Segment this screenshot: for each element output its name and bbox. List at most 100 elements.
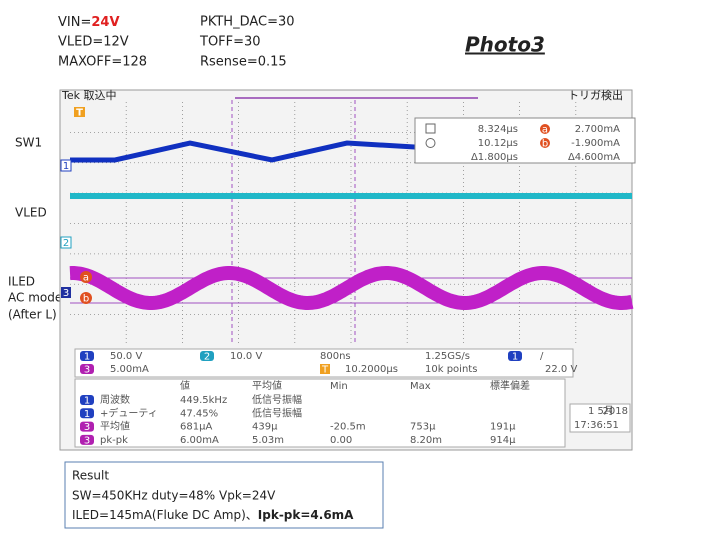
- ch-badge: [80, 408, 94, 419]
- photo-title: Photo3: [465, 33, 545, 57]
- ch-badge: [200, 351, 214, 361]
- timebase: 800ns: [320, 351, 351, 362]
- table-cell: 3: [84, 435, 90, 446]
- table-cell: 5.03m: [252, 435, 284, 446]
- cursor-b-marker: [80, 292, 92, 304]
- marker-label: T: [76, 108, 83, 119]
- trigger-t: T: [321, 365, 329, 376]
- ch1-marker: [60, 159, 72, 172]
- cursor-label: a: [542, 125, 548, 136]
- table-cell: 914μ: [490, 435, 516, 446]
- table-frame: [74, 378, 566, 448]
- ch-scale: 5.00mA: [110, 364, 149, 375]
- marker-label: a: [83, 273, 89, 284]
- scope-screen: Tek 取込中 トリガ検出 T 1 2 3 a b 8.324μs 10.12μ…: [59, 88, 636, 451]
- trigger-status: トリガ検出: [568, 88, 623, 102]
- ch-number: 3: [84, 365, 90, 376]
- waveforms: [69, 140, 634, 310]
- cursor-value: Δ4.600mA: [568, 152, 620, 163]
- record-length: 10k points: [425, 364, 477, 375]
- side-label: ILED: [8, 275, 35, 289]
- pkth-setting: PKTH_DAC=30: [200, 15, 295, 30]
- icon: [425, 138, 436, 148]
- table-cell: 平均値: [100, 420, 130, 433]
- ch-badge: [80, 364, 94, 374]
- table-cell: 周波数: [100, 393, 130, 406]
- iled-trace: [69, 266, 634, 310]
- table-cell: pk-pk: [100, 435, 128, 446]
- side-label: (After L): [8, 308, 57, 322]
- ch2-marker: [60, 236, 72, 249]
- table-cell: 6.00mA: [180, 435, 219, 446]
- toff-setting: TOFF=30: [199, 35, 261, 50]
- table-cell: 681μA: [180, 422, 212, 433]
- table-header: Max: [410, 381, 431, 392]
- date-box: [569, 403, 631, 433]
- trigger-level: 22.0 V: [545, 364, 577, 375]
- table-cell: 低信号振幅: [252, 406, 302, 419]
- table-cell: 0.00: [330, 435, 352, 446]
- cursor-value: 2.700mA: [575, 124, 620, 135]
- table-cell: 1: [84, 409, 90, 420]
- ch-badge: [80, 395, 94, 405]
- maxoff-setting: MAXOFF=128: [58, 55, 147, 70]
- table-header: Min: [330, 381, 348, 392]
- result-text: ILED=145mA(Fluke DC Amp)、: [72, 508, 258, 522]
- vin-label: VIN=: [58, 15, 91, 30]
- icon: [425, 123, 436, 134]
- side-label: SW1: [15, 136, 42, 150]
- scope-status: Tek 取込中: [61, 89, 116, 102]
- cursor-value: -1.900mA: [571, 138, 620, 149]
- table-cell: 439μ: [252, 422, 278, 433]
- trigger-channel: 1: [512, 352, 518, 363]
- side-label: VLED: [15, 206, 47, 220]
- table-cell: 低信号振幅: [252, 393, 302, 406]
- date: 1 5月: [588, 405, 614, 417]
- table-cell: 3: [84, 422, 90, 433]
- table-cell: 1: [84, 396, 90, 407]
- table-header: 平均値: [252, 379, 282, 392]
- table-cell: 753μ: [410, 422, 436, 433]
- table-cell: +デューティ: [100, 406, 158, 419]
- ch-scale: 10.0 V: [230, 351, 262, 362]
- cursor-value: 8.324μs: [478, 124, 518, 135]
- trigger-marker: [74, 107, 85, 117]
- side-label: AC mode: [8, 291, 62, 305]
- ch3-marker: [61, 287, 71, 298]
- vin-value: 24V: [91, 15, 119, 30]
- trigger-position: 10.2000μs: [345, 364, 398, 375]
- cursor-value: 10.12μs: [478, 138, 518, 149]
- ch-badge: [80, 434, 94, 445]
- cursor-label: b: [542, 139, 548, 150]
- cursor-a-marker: [80, 271, 92, 283]
- cursor-readout: [414, 117, 636, 164]
- ch-scale: 50.0 V: [110, 351, 142, 362]
- vled-setting: VLED=12V: [58, 35, 129, 50]
- trigger-slope: /: [540, 351, 544, 362]
- marker-label: b: [83, 294, 89, 305]
- measurement-table: 値平均値 Min Max 標準偏差1 周波数 449.5kHz 低信号振幅1 +デューティ 47…: [74, 378, 566, 448]
- marker-label: 2: [63, 238, 69, 249]
- result-line: SW=450KHz duty=48% Vpk=24V: [72, 489, 276, 503]
- cursor-a-icon: [540, 124, 550, 134]
- marker-label: 3: [63, 288, 69, 299]
- time: 17:36:51: [574, 420, 619, 431]
- vin: VIN=24V: [58, 15, 120, 30]
- table-cell: -20.5m: [330, 422, 366, 433]
- cursor-b-icon: [540, 138, 550, 148]
- table-cell: 47.45%: [180, 408, 218, 419]
- table-header: 標準偏差: [490, 379, 530, 392]
- sw1-trace: [70, 140, 633, 163]
- ch-number: 2: [204, 352, 210, 363]
- marker-label: 1: [63, 161, 69, 172]
- result-title: Result: [72, 469, 109, 483]
- result-highlight: Ipk-pk=4.6mA: [258, 508, 354, 522]
- table-cell: 449.5kHz: [180, 395, 227, 406]
- ch-badge: [80, 421, 94, 432]
- year: 2018: [603, 406, 628, 417]
- ch-badge: [80, 351, 94, 361]
- rsense-setting: Rsense=0.15: [200, 55, 287, 70]
- ch-number: 1: [84, 352, 90, 363]
- trigger-badge: [320, 364, 330, 374]
